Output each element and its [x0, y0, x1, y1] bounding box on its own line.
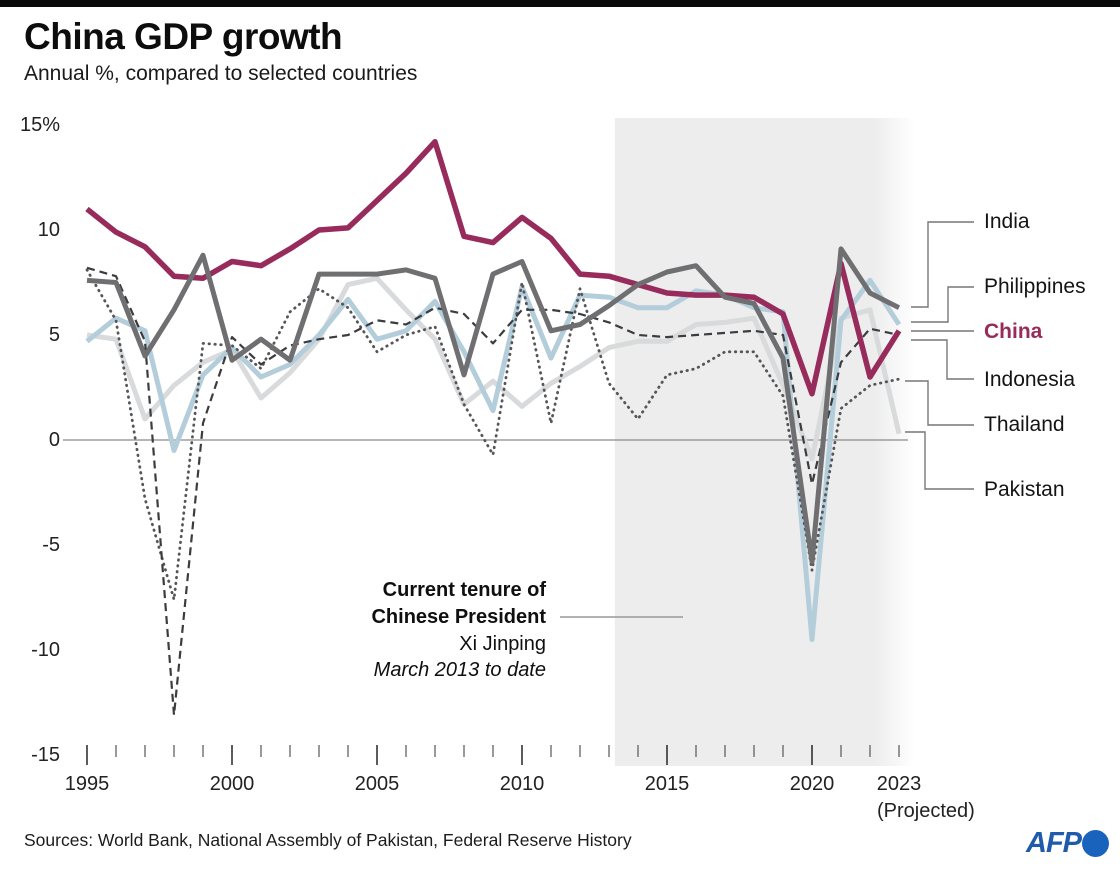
y-axis-label--5: -5 — [42, 534, 60, 556]
y-axis-label-10: 10 — [37, 219, 60, 241]
legend-item-indonesia: Indonesia — [984, 368, 1076, 391]
y-axis-label-5: 5 — [48, 324, 60, 346]
y-axis-label-15: 15% — [19, 114, 60, 136]
y-axis-label-0: 0 — [48, 429, 60, 451]
annotation-line-3: Xi Jinping — [459, 633, 546, 655]
sources-line: Sources: World Bank, National Assembly o… — [24, 830, 632, 850]
legend-connector-pakistan — [905, 431, 974, 490]
series-line-indonesia — [86, 266, 900, 717]
legend-item-philippines: Philippines — [984, 275, 1086, 298]
legend-connector-india — [911, 221, 974, 308]
x-axis-label-2000: 2000 — [209, 773, 255, 795]
x-axis-label-2010: 2010 — [499, 773, 545, 795]
y-axis-label--10: -10 — [31, 639, 60, 661]
legend-connector-indonesia — [911, 339, 974, 380]
afp-logo-text: AFP — [1026, 827, 1082, 859]
page-subtitle: Annual %, compared to selected countries — [24, 62, 418, 85]
y-axis-label--15: -15 — [31, 744, 60, 766]
series-line-thailand — [85, 268, 901, 601]
x-axis-label-1995: 1995 — [64, 773, 110, 795]
legend-item-china: China — [984, 320, 1043, 343]
afp-logo-globe-icon — [1082, 830, 1109, 857]
annotation-line-2: Chinese President — [371, 606, 546, 628]
legend-connector-philippines — [911, 286, 974, 323]
series-line-india — [86, 246, 901, 565]
x-axis-label-2015: 2015 — [644, 773, 690, 795]
legend-item-pakistan: Pakistan — [984, 478, 1065, 501]
annotation-line-1: Current tenure of — [382, 579, 546, 601]
highlight-region-xi-tenure — [614, 118, 915, 766]
afp-logo: AFP — [1026, 827, 1109, 860]
x-axis-label-2020: 2020 — [789, 773, 835, 795]
x-axis-label-2023: 2023 — [876, 773, 922, 795]
legend-connector-thailand — [905, 380, 974, 426]
x-axis-projected-note: (Projected) — [877, 800, 975, 822]
page-title: China GDP growth — [24, 16, 343, 57]
legend-item-thailand: Thailand — [984, 413, 1065, 436]
x-axis-label-2005: 2005 — [354, 773, 400, 795]
series-line-philippines — [85, 277, 902, 642]
series-line-china — [85, 139, 902, 397]
annotation-line-4: March 2013 to date — [373, 659, 546, 681]
legend-item-india: India — [984, 210, 1030, 233]
top-rule-bar — [0, 0, 1120, 7]
